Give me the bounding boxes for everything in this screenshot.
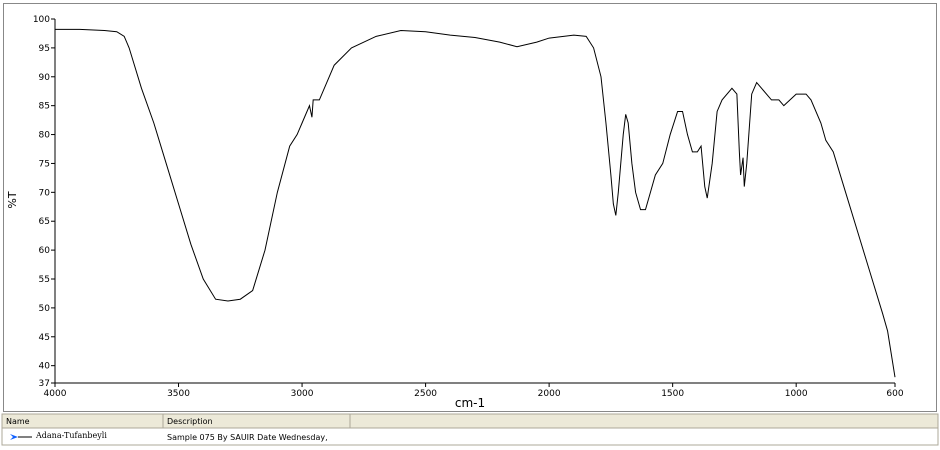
x-tick-label: 1000 [785,389,808,399]
y-tick-label: 40 [39,362,51,372]
x-tick-label: 1500 [661,389,684,399]
y-tick-label: 37 [39,379,50,389]
y-tick-label: 75 [39,159,50,169]
panel-row [1,427,939,446]
column-header: Name [6,417,30,426]
x-axis-label: cm-1 [455,396,485,410]
series-icon [10,434,18,440]
plot-frame [3,3,937,412]
description: Sample 075 By SAUIR Date Wednesday, [167,433,328,442]
y-tick-label: 55 [39,275,50,285]
y-tick-label: 60 [39,246,51,256]
y-tick-label: 85 [39,102,50,112]
x-tick-label: 2500 [414,389,437,399]
x-tick-label: 4000 [44,389,67,399]
panel-header [1,413,939,429]
y-tick-label: 90 [39,73,51,83]
x-tick-label: 3000 [291,389,314,399]
y-axis-label: %T [6,191,19,208]
y-tick-label: 70 [39,188,51,198]
y-tick-label: 50 [39,304,51,314]
y-tick-label: 65 [39,217,50,227]
y-tick-label: 45 [39,333,50,343]
spectrum-line [55,28,896,378]
column-header: Description [167,417,213,426]
x-tick-label: 2000 [538,389,561,399]
y-tick-label: 80 [39,131,51,141]
x-tick-label: 600 [886,389,903,399]
y-tick-label: 95 [39,44,50,54]
y-tick-label: 100 [33,15,50,25]
legend-entry: Adana-Tufanbeyli [35,431,107,440]
x-tick-label: 3500 [167,389,190,399]
